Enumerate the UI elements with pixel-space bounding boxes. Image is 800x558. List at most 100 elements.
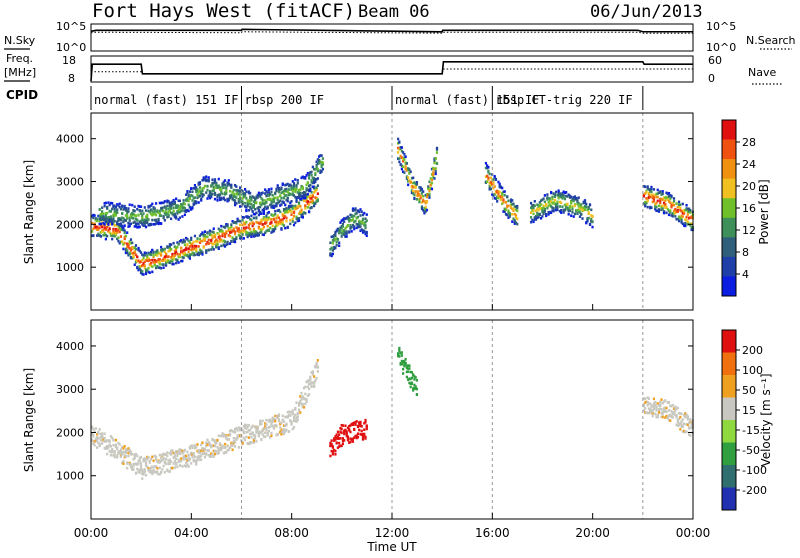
power-mark xyxy=(230,225,233,229)
power-mark xyxy=(201,239,204,243)
power-mark xyxy=(279,199,282,203)
velocity-mark xyxy=(153,465,156,468)
velocity-mark xyxy=(220,448,223,452)
velocity-mark xyxy=(682,422,686,426)
velocity-mark xyxy=(108,440,111,443)
power-mark xyxy=(502,198,505,202)
power-mark xyxy=(220,244,223,248)
power-mark xyxy=(508,212,511,216)
velocity-mark xyxy=(109,450,113,454)
power-mark xyxy=(397,157,400,160)
power-mark xyxy=(314,171,317,175)
power-mark xyxy=(576,208,579,212)
power-mark xyxy=(163,205,166,209)
power-mark xyxy=(532,209,535,212)
velocity-mark xyxy=(122,450,125,454)
power-mark xyxy=(338,228,341,232)
power-mark xyxy=(318,159,321,163)
power-mark xyxy=(235,220,238,224)
power-mark xyxy=(267,188,271,191)
power-mark xyxy=(142,224,145,227)
power-mark xyxy=(191,190,194,194)
power-mark xyxy=(151,213,154,217)
velocity-mark xyxy=(128,463,131,466)
power-mark xyxy=(102,212,105,216)
velocity-mark xyxy=(679,412,682,415)
velocity-mark xyxy=(664,409,667,413)
power-mark xyxy=(257,191,261,195)
power-mark xyxy=(277,220,281,224)
velocity-mark xyxy=(175,461,178,465)
velocity-mark xyxy=(666,416,669,420)
power-mark xyxy=(232,240,235,243)
velocity-mark xyxy=(682,414,686,417)
power-mark xyxy=(407,168,410,172)
power-mark xyxy=(272,213,276,217)
power-mark xyxy=(585,202,588,206)
velocity-mark xyxy=(230,441,233,445)
velocity-mark xyxy=(143,468,146,471)
power-mark xyxy=(350,214,353,217)
power-mark xyxy=(113,210,116,214)
velocity-mark xyxy=(103,432,106,436)
power-mark xyxy=(415,198,419,201)
velocity-mark xyxy=(153,470,156,474)
power-mark xyxy=(407,179,410,183)
power-mark xyxy=(159,214,163,217)
power-mark xyxy=(227,182,230,186)
power-mark xyxy=(93,214,96,217)
power-mark xyxy=(252,235,255,238)
power-mark xyxy=(654,202,657,206)
power-mark xyxy=(296,181,299,185)
power-mark xyxy=(144,251,148,255)
power-mark xyxy=(108,216,111,219)
power-mark xyxy=(151,248,154,252)
power-mark xyxy=(682,209,686,212)
power-mark xyxy=(646,198,649,201)
power-mark xyxy=(241,203,244,206)
power-mark xyxy=(215,183,218,187)
power-mark xyxy=(516,206,519,210)
power-mark xyxy=(346,224,350,227)
velocity-mark xyxy=(123,454,126,457)
power-mark xyxy=(116,211,119,214)
power-mark xyxy=(106,225,109,229)
power-mark xyxy=(341,229,345,232)
power-mark xyxy=(496,200,499,203)
power-mark xyxy=(183,206,187,210)
power-mark xyxy=(349,224,352,227)
power-mark xyxy=(144,270,148,273)
power-mark xyxy=(568,204,572,208)
power-mark xyxy=(305,174,308,177)
power-mark xyxy=(499,198,503,202)
velocity-mark xyxy=(128,450,131,453)
power-mark xyxy=(551,195,554,199)
power-mark xyxy=(171,259,174,263)
power-mark xyxy=(514,205,518,208)
velocity-mark xyxy=(660,411,663,415)
power-mark xyxy=(516,217,519,221)
power-mark xyxy=(176,212,179,215)
power-mark xyxy=(126,231,129,234)
power-mark xyxy=(563,197,567,201)
power-mark xyxy=(282,208,286,211)
velocity-mark xyxy=(302,386,306,390)
power-mark xyxy=(649,189,652,193)
power-mark xyxy=(231,197,234,201)
power-mark xyxy=(182,249,185,252)
power-mark xyxy=(154,202,158,205)
power-mark xyxy=(132,221,135,224)
velocity-mark xyxy=(195,446,198,449)
power-mark xyxy=(245,226,248,229)
power-mark xyxy=(418,186,421,189)
power-mark xyxy=(410,191,414,195)
velocity-mark xyxy=(213,444,217,448)
velocity-mark xyxy=(244,426,247,430)
power-mark xyxy=(686,210,689,213)
power-mark xyxy=(280,218,283,222)
velocity-mark xyxy=(349,437,352,440)
velocity-mark xyxy=(119,451,123,454)
power-mark xyxy=(680,209,683,213)
velocity-mark xyxy=(136,454,139,458)
power-mark xyxy=(285,207,288,210)
